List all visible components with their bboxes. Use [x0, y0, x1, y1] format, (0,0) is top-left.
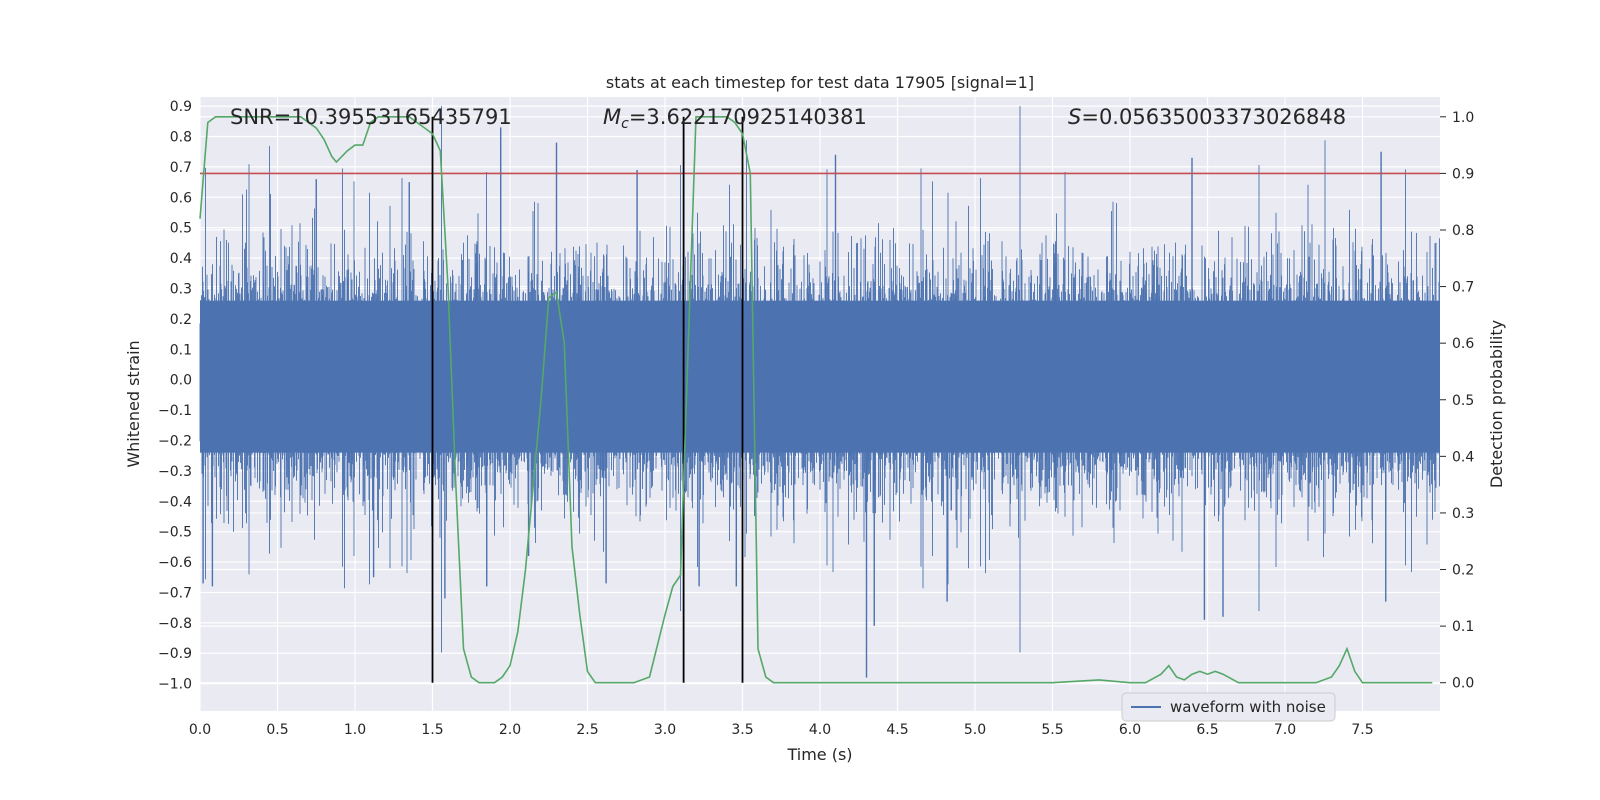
x-tick-label: 6.0 [1119, 722, 1141, 738]
y-tick-label: 0.1 [170, 342, 192, 358]
y-axis-label: Whitened strain [124, 340, 143, 467]
y-tick-label: −0.5 [158, 525, 192, 541]
x-tick-label: 3.0 [654, 722, 676, 738]
x-tick-label: 6.5 [1196, 722, 1218, 738]
y-tick-label: 0.6 [170, 190, 192, 206]
y2-axis-label: Detection probability [1487, 320, 1506, 488]
y2-tick-label: 1.0 [1452, 110, 1474, 126]
detection-probability-line [199, 116, 1433, 684]
x-tick-label: 0.5 [266, 722, 288, 738]
x-tick-label: 5.5 [1041, 722, 1063, 738]
chirp-mass-symbol: M [603, 105, 621, 129]
y2-tick-label: 0.5 [1452, 393, 1474, 409]
x-tick-label: 3.5 [731, 722, 753, 738]
waveform-core-band [200, 300, 1440, 453]
x-axis-label: Time (s) [786, 745, 852, 764]
y-tick-label: 0.8 [170, 130, 192, 146]
x-tick-label: 0.0 [189, 722, 211, 738]
y-tick-label: 0.3 [170, 281, 192, 297]
waveform-series [199, 106, 1440, 678]
x-axis-ticks: 0.0 0.5 1.0 1.5 2.0 2.5 3.0 3.5 4.0 4.5 5.0 5.5 6.0 6… [189, 722, 1374, 738]
y-tick-label: −0.3 [158, 464, 192, 480]
y-tick-label: −0.8 [158, 616, 192, 632]
y-tick-label: 0.2 [170, 312, 192, 328]
y2-tick-label: 0.3 [1452, 506, 1474, 522]
chirp-mass-annotation: Mc=3.622170925140381 [603, 105, 867, 132]
x-tick-label: 7.5 [1351, 722, 1373, 738]
chart-title: stats at each timestep for test data 179… [606, 73, 1034, 92]
y2-tick-label: 0.4 [1452, 449, 1474, 465]
snr-annotation: SNR=10.39553165435791 [230, 105, 512, 129]
y-tick-label: −0.7 [158, 585, 192, 601]
legend-entry-waveform: waveform with noise [1170, 698, 1326, 716]
y-tick-label: 0.5 [170, 221, 192, 237]
y-tick-label: −0.6 [158, 555, 192, 571]
x-tick-label: 1.0 [344, 722, 366, 738]
y-axis-ticks: 0.9 0.8 0.7 0.6 0.5 0.4 0.3 0.2 0.1 0.0 −0.1 −0.2 −0… [158, 99, 192, 693]
x-tick-label: 5.0 [964, 722, 986, 738]
chirp-mass-subscript: c [621, 116, 629, 132]
x-tick-label: 2.0 [499, 722, 521, 738]
y2-tick-label: 0.9 [1452, 166, 1474, 182]
y-tick-label: 0.7 [170, 160, 192, 176]
y-tick-label: −0.4 [158, 494, 192, 510]
x-tick-label: 1.5 [421, 722, 443, 738]
y-tick-label: −0.1 [158, 403, 192, 419]
s-symbol: S [1068, 105, 1081, 129]
s-annotation: S=0.05635003373026848 [1068, 105, 1346, 129]
y2-tick-label: 0.1 [1452, 619, 1474, 635]
y-tick-label: −0.9 [158, 646, 192, 662]
legend-box [1121, 692, 1336, 722]
y2-tick-label: 0.0 [1452, 676, 1474, 692]
x-tick-label: 7.0 [1274, 722, 1296, 738]
s-value: =0.05635003373026848 [1081, 105, 1346, 129]
y2-tick-label: 0.6 [1452, 336, 1474, 352]
y-tick-label: 0.4 [170, 251, 192, 267]
x-tick-label: 2.5 [576, 722, 598, 738]
y-tick-label: 0.0 [170, 373, 192, 389]
y-tick-label: −0.2 [158, 433, 192, 449]
y2-axis-ticks: 1.0 0.9 0.8 0.7 0.6 0.5 0.4 0.3 0.2 0.1 0.0 [1440, 110, 1474, 692]
y2-tick-label: 0.8 [1452, 223, 1474, 239]
x-tick-label: 4.0 [809, 722, 831, 738]
y-tick-label: −1.0 [158, 677, 192, 693]
marker-lines [431, 116, 744, 683]
x-tick-label: 4.5 [886, 722, 908, 738]
chirp-mass-value: =3.622170925140381 [629, 105, 867, 129]
legend: waveform with noise [1121, 692, 1336, 722]
y2-tick-label: 0.7 [1452, 280, 1474, 296]
y2-tick-label: 0.2 [1452, 563, 1474, 579]
y-tick-label: 0.9 [170, 99, 192, 115]
